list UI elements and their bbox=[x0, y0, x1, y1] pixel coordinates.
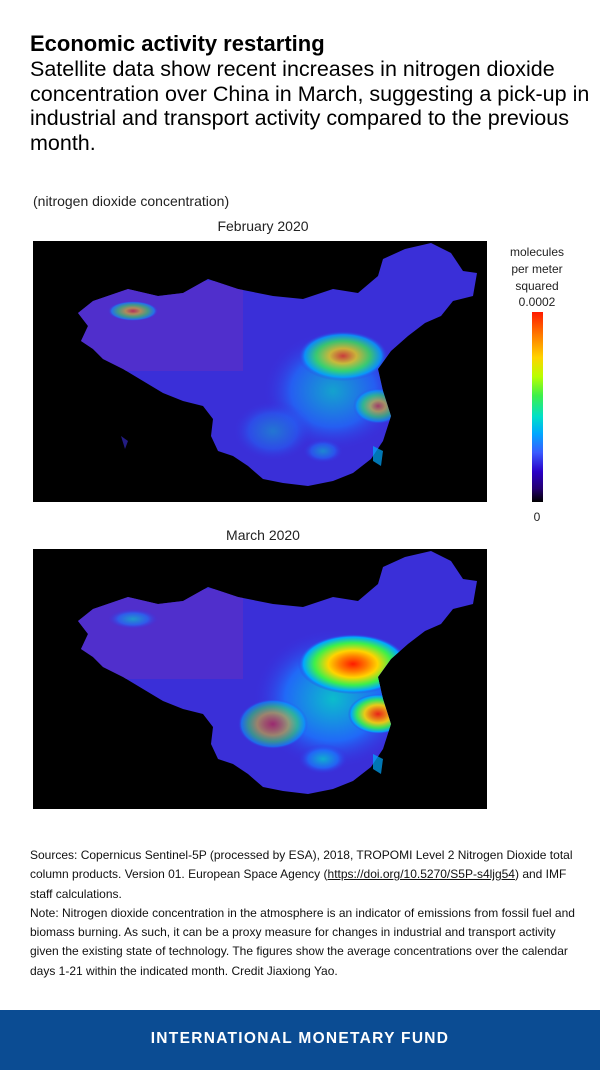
hotspot-north-china-mar bbox=[298, 634, 408, 694]
sources-prefix: Sources: Copernicus Sentinel-5P (process… bbox=[30, 848, 573, 882]
sources-link[interactable]: https://doi.org/10.5270/S5P-s4ljg54 bbox=[327, 867, 515, 882]
legend-colorbar bbox=[532, 312, 543, 502]
chart-title: Economic activity restarting bbox=[30, 31, 325, 56]
sources-suffix: ) and IMF staff calculations. bbox=[30, 867, 567, 901]
legend-min-label: 0 bbox=[533, 510, 541, 524]
map-title-february: February 2020 bbox=[217, 218, 309, 234]
footer-org-name: INTERNATIONAL MONETARY FUND bbox=[150, 1030, 450, 1047]
sources-and-notes: Sources: Copernicus Sentinel-5P (process… bbox=[30, 846, 575, 981]
chart-subtitle: Satellite data show recent increases in … bbox=[30, 57, 590, 155]
china-no2-map-march bbox=[78, 551, 477, 794]
footer-bar: INTERNATIONAL MONETARY FUND bbox=[0, 1010, 600, 1070]
china-no2-map-february bbox=[78, 243, 477, 486]
taiwan-shape bbox=[373, 446, 383, 466]
note-text: Note: Nitrogen dioxide concentration in … bbox=[30, 905, 575, 978]
hotspot-north-china-feb bbox=[298, 331, 388, 381]
legend-title: molecules per meter squared bbox=[509, 245, 565, 293]
legend-max-label: 0.0002 bbox=[518, 295, 556, 309]
unit-label: (nitrogen dioxide concentration) bbox=[33, 193, 230, 209]
map-march-2020 bbox=[33, 549, 487, 809]
map-title-march: March 2020 bbox=[226, 527, 300, 543]
map-february-2020 bbox=[33, 241, 487, 502]
